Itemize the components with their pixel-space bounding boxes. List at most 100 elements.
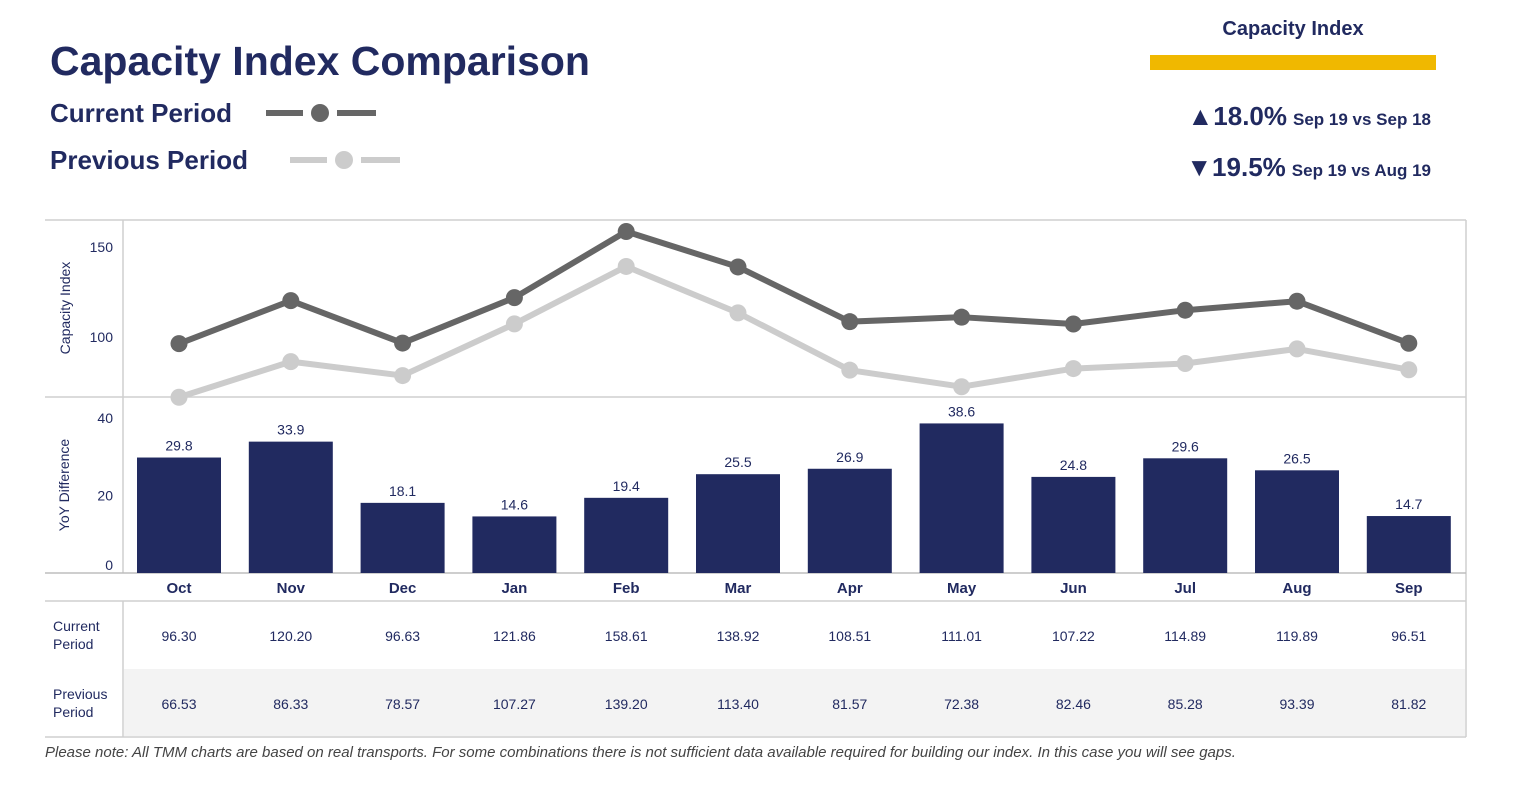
legend-marker-0 <box>311 104 329 122</box>
x-tick-label: Jun <box>1060 580 1087 597</box>
legend-marker-1 <box>335 151 353 169</box>
table-cell: 120.20 <box>269 628 312 644</box>
bar <box>1143 458 1228 573</box>
bar <box>248 441 333 573</box>
arrow-up-icon: ▲ <box>1187 101 1214 131</box>
table-cell: 138.92 <box>717 628 760 644</box>
bar-data-label: 33.9 <box>277 422 304 438</box>
point-previous <box>841 361 859 379</box>
page-title: Capacity Index Comparison <box>50 38 590 84</box>
kpi-title: Capacity Index <box>1222 18 1364 40</box>
bar <box>472 516 557 573</box>
point-previous <box>953 378 971 396</box>
x-tick-label: May <box>947 580 977 597</box>
bar <box>360 502 445 573</box>
line-y-tick: 100 <box>90 329 114 345</box>
point-current <box>953 308 971 326</box>
point-current <box>505 289 523 307</box>
kpi-mom-value: 19.5% <box>1212 152 1286 182</box>
table-cell: 158.61 <box>605 628 648 644</box>
point-previous <box>1288 340 1306 358</box>
x-tick-label: Nov <box>277 580 306 597</box>
bar <box>696 474 780 573</box>
point-current <box>282 292 300 310</box>
table-row-label: Period <box>53 636 93 652</box>
kpi-mom: ▼19.5% Sep 19 vs Aug 19 <box>1186 152 1431 183</box>
table-cell: 96.30 <box>161 628 196 644</box>
bar <box>807 468 892 573</box>
point-previous <box>617 257 635 275</box>
x-tick-label: Jan <box>501 580 527 597</box>
point-previous <box>729 304 747 322</box>
point-previous <box>505 315 523 333</box>
table-cell: 96.63 <box>385 628 420 644</box>
bar <box>919 423 1004 573</box>
bar-data-label: 29.6 <box>1172 438 1199 454</box>
bar-data-label: 26.9 <box>836 449 863 465</box>
table-cell: 85.28 <box>1168 696 1203 712</box>
point-current <box>1400 334 1418 352</box>
kpi-yoy-value: 18.0% <box>1213 101 1288 131</box>
line-y-axis-label: Capacity Index <box>57 262 73 355</box>
table-row-label: Current <box>53 618 100 634</box>
table-row-label: Period <box>53 704 93 720</box>
table-cell: 107.27 <box>493 696 536 712</box>
bar-y-tick: 0 <box>105 557 113 573</box>
arrow-down-icon: ▼ <box>1186 152 1213 182</box>
table-cell: 108.51 <box>828 628 871 644</box>
x-tick-label: Dec <box>389 580 417 597</box>
x-tick-label: Sep <box>1395 580 1423 597</box>
point-previous <box>1064 360 1082 378</box>
line-y-tick: 150 <box>90 239 114 255</box>
point-current <box>841 313 859 331</box>
bar-data-label: 29.8 <box>165 438 192 454</box>
table-cell: 96.51 <box>1391 628 1426 644</box>
kpi-panel: Capacity Index <box>1150 18 1436 70</box>
footnote: Please note: All TMM charts are based on… <box>45 744 1236 761</box>
point-current <box>1176 301 1194 319</box>
table-cell: 139.20 <box>605 696 648 712</box>
x-tick-label: Apr <box>837 580 863 597</box>
bar-y-axis-label: YoY Difference <box>56 439 72 532</box>
table-cell: 81.57 <box>832 696 867 712</box>
x-tick-label: Aug <box>1282 580 1311 597</box>
kpi-accent-bar <box>1150 55 1436 70</box>
table-cell: 121.86 <box>493 628 536 644</box>
bar <box>1366 516 1451 573</box>
legend-previous-label: Previous Period <box>50 145 248 175</box>
bar <box>1255 470 1339 573</box>
point-previous <box>282 353 300 371</box>
bar-data-label: 14.7 <box>1395 496 1422 512</box>
legend-current-label: Current Period <box>50 98 233 128</box>
point-previous <box>394 367 412 385</box>
table-cell: 78.57 <box>385 696 420 712</box>
x-tick-label: Oct <box>166 580 191 597</box>
x-tick-label: Mar <box>725 580 752 597</box>
point-previous <box>1400 361 1418 379</box>
bar-data-label: 38.6 <box>948 403 975 419</box>
table-cell: 107.22 <box>1052 628 1095 644</box>
table-cell: 119.89 <box>1276 628 1318 644</box>
table-cell: 111.01 <box>941 628 982 644</box>
bar-data-label: 24.8 <box>1060 457 1087 473</box>
kpi-yoy: ▲18.0% Sep 19 vs Sep 18 <box>1188 101 1431 132</box>
kpi-yoy-comparison: Sep 19 vs Sep 18 <box>1293 110 1431 129</box>
point-current <box>1288 292 1306 310</box>
point-current <box>394 334 412 352</box>
table-row-label: Previous <box>53 686 107 702</box>
point-previous <box>1176 354 1194 372</box>
bar <box>584 497 669 573</box>
bar-y-tick: 20 <box>97 488 113 504</box>
bar-data-label: 19.4 <box>613 478 640 494</box>
bar-data-label: 25.5 <box>724 454 751 470</box>
bar-data-label: 18.1 <box>389 483 416 499</box>
table-cell: 114.89 <box>1164 628 1206 644</box>
point-current <box>729 258 747 276</box>
table-cell: 66.53 <box>161 696 196 712</box>
series-line-current <box>177 228 1410 347</box>
table-cell: 93.39 <box>1279 696 1314 712</box>
kpi-mom-comparison: Sep 19 vs Aug 19 <box>1291 161 1431 180</box>
bar <box>1031 476 1116 573</box>
series-line-previous <box>178 263 1410 401</box>
